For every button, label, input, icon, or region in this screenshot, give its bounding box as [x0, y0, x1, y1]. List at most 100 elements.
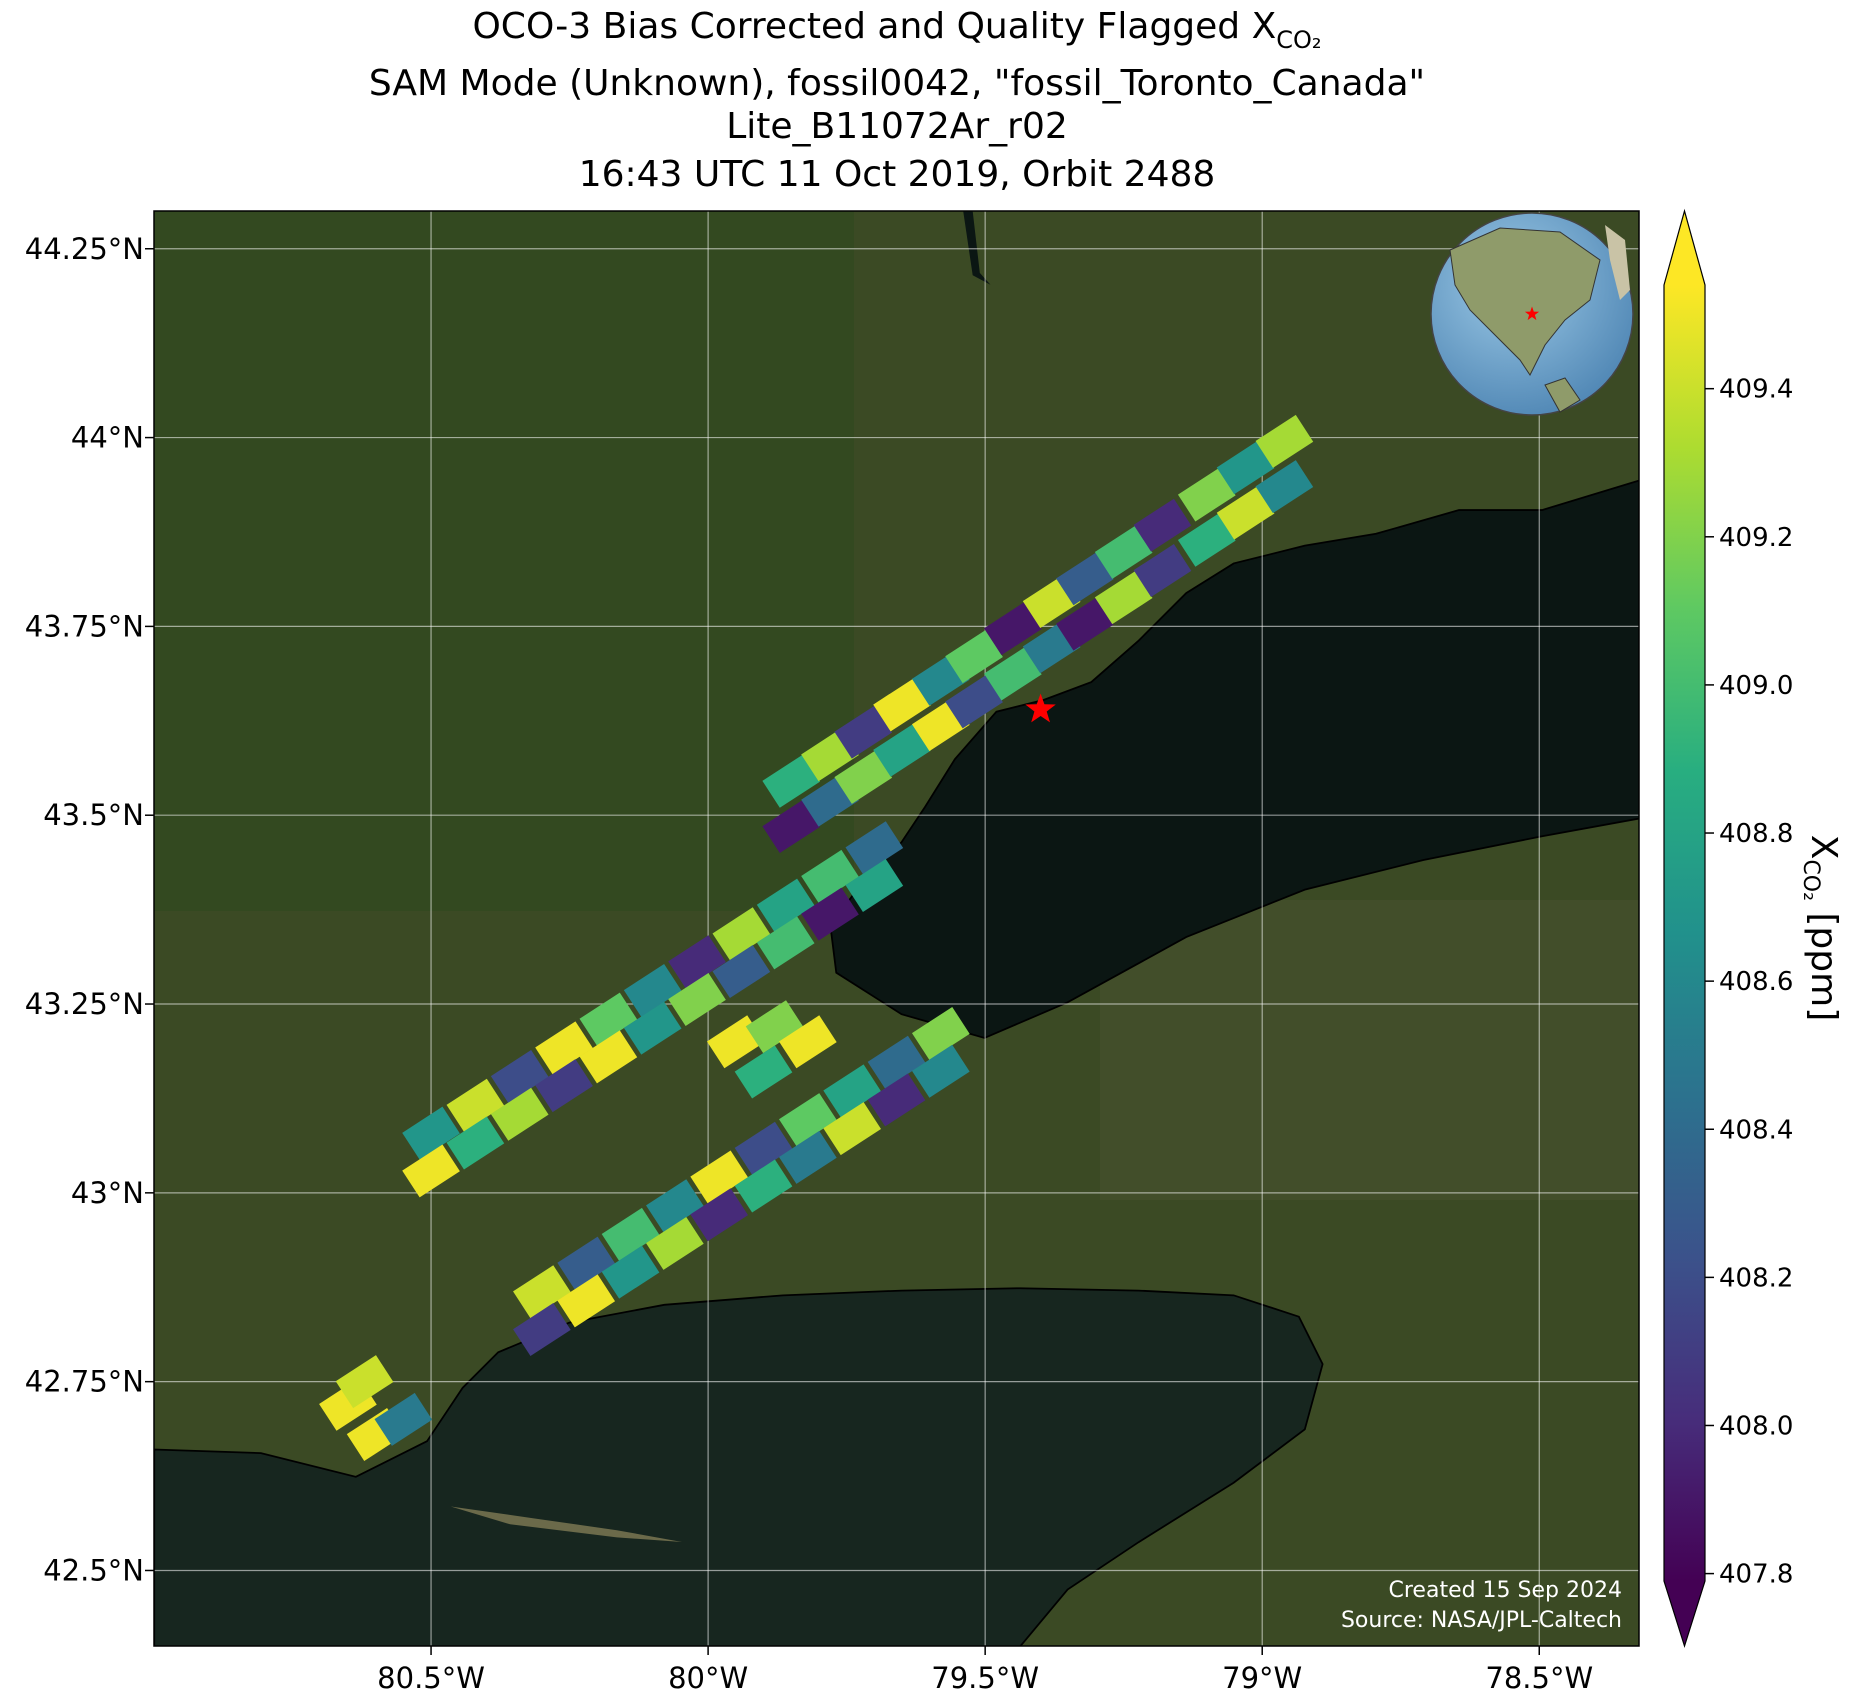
sounding	[945, 675, 1003, 729]
globe-land	[1605, 225, 1630, 300]
sounding	[984, 602, 1042, 656]
colorbar-tick-label: 407.8	[1719, 1560, 1793, 1590]
sounding	[402, 1106, 460, 1160]
globe-star	[1524, 306, 1540, 321]
y-tick-label: 43.75°N	[25, 609, 144, 643]
colorbar-tick-label: 409.0	[1719, 671, 1793, 701]
x-tick-label: 80.5°W	[377, 1661, 485, 1695]
sounding	[601, 1207, 660, 1261]
y-tick-label: 43.25°N	[25, 987, 144, 1021]
sounding	[668, 973, 726, 1026]
sounding	[834, 750, 893, 804]
colorbar-label-sub: CO₂	[1798, 859, 1823, 901]
title-text: OCO-3 Bias Corrected and Quality Flagged…	[472, 6, 1276, 47]
colorbar-outline	[1663, 208, 1706, 1648]
title-line: Lite_B11072Ar_r02	[726, 106, 1068, 147]
sounding	[779, 1093, 837, 1147]
colorbar-tick-label: 408.6	[1719, 967, 1793, 997]
sounding	[1216, 486, 1275, 540]
colorbar-label: XCO₂ [ppm]	[1798, 835, 1844, 1021]
colorbar: 407.8 408.0 408.2 408.4 408.6 408.8 409.0 409.2…	[1663, 208, 1793, 1648]
sounding	[1094, 525, 1153, 579]
sounding	[490, 1087, 549, 1141]
map-frame	[153, 210, 1640, 1647]
sounding	[513, 1265, 571, 1319]
sounding	[734, 1159, 793, 1213]
y-tick-label: 44°N	[71, 421, 144, 455]
x-tick-label: 78.5°W	[1485, 1661, 1593, 1695]
globe-land	[1449, 227, 1601, 376]
sounding	[374, 1392, 433, 1446]
sounding	[823, 1064, 882, 1118]
sounding	[535, 1059, 593, 1113]
sounding	[1133, 498, 1192, 552]
lakes	[154, 211, 1639, 1646]
sounding	[756, 916, 815, 970]
sounding	[1216, 441, 1275, 495]
sounding	[734, 1121, 793, 1175]
colorbar-tick-label: 408.8	[1719, 819, 1793, 849]
sounding	[668, 935, 726, 989]
sounding	[834, 705, 893, 759]
colorbar-extend-bottom	[1664, 1581, 1705, 1646]
sounding	[623, 1001, 682, 1055]
credit: Source: NASA/JPL-Caltech	[1341, 1608, 1622, 1633]
sounding	[823, 1102, 882, 1156]
sounding	[867, 1035, 926, 1089]
land-shade	[154, 211, 854, 911]
long-point	[450, 1506, 683, 1543]
sounding	[1094, 571, 1153, 625]
sounding	[1177, 468, 1236, 522]
sounding	[911, 1006, 970, 1060]
target-star	[1025, 693, 1056, 723]
colorbar-label-unit: [ppm]	[1803, 901, 1844, 1021]
sounding	[490, 1050, 549, 1104]
sounding	[557, 1236, 616, 1290]
title-subscript: CO₂	[1276, 26, 1321, 54]
sounding	[756, 878, 815, 932]
sounding	[513, 1303, 571, 1357]
land-shade	[1100, 900, 1639, 1200]
sounding	[646, 1179, 704, 1233]
colorbar-tick-label: 408.0	[1719, 1411, 1793, 1441]
colorbar-tick-label: 408.2	[1719, 1263, 1793, 1293]
sounding	[402, 1144, 460, 1198]
sounding	[745, 1000, 804, 1054]
lake-simcoe	[963, 211, 991, 285]
y-tick-label: 44.25°N	[25, 232, 144, 266]
sounding	[623, 963, 682, 1017]
sounding	[779, 1130, 837, 1184]
sounding	[535, 1021, 593, 1075]
title-line: 16:43 UTC 11 Oct 2019, Orbit 2488	[579, 154, 1216, 195]
x-tick-label: 79°W	[1222, 1661, 1302, 1695]
sounding	[779, 1015, 837, 1069]
sounding	[845, 821, 904, 875]
sounding	[762, 800, 821, 854]
sounding	[867, 1073, 926, 1127]
sounding	[579, 992, 638, 1046]
title-line: SAM Mode (Unknown), fossil0042, "fossil_…	[369, 63, 1425, 104]
x-tick-label: 79.5°W	[931, 1661, 1039, 1695]
sounding	[712, 945, 771, 999]
sounding	[1255, 460, 1314, 514]
sounding	[557, 1274, 616, 1328]
sounding	[801, 849, 859, 903]
sounding	[446, 1116, 505, 1170]
sounding	[646, 1216, 704, 1270]
sounding	[690, 1150, 749, 1204]
sounding	[873, 723, 931, 777]
y-tick-label: 42.5°N	[43, 1553, 144, 1587]
colorbar-tick-label: 409.4	[1719, 375, 1793, 405]
colorbar-tick-label: 409.2	[1719, 523, 1793, 553]
sounding	[845, 858, 904, 912]
footprints	[319, 414, 1314, 1462]
credit: Created 15 Sep 2024	[1389, 1578, 1623, 1603]
sounding	[801, 887, 859, 941]
sounding	[1177, 513, 1236, 567]
sounding	[712, 907, 771, 961]
x-tick-label: 80°W	[668, 1661, 748, 1695]
colorbar-body	[1664, 285, 1705, 1581]
sounding	[446, 1078, 505, 1132]
lake-ontario	[829, 479, 1639, 1039]
